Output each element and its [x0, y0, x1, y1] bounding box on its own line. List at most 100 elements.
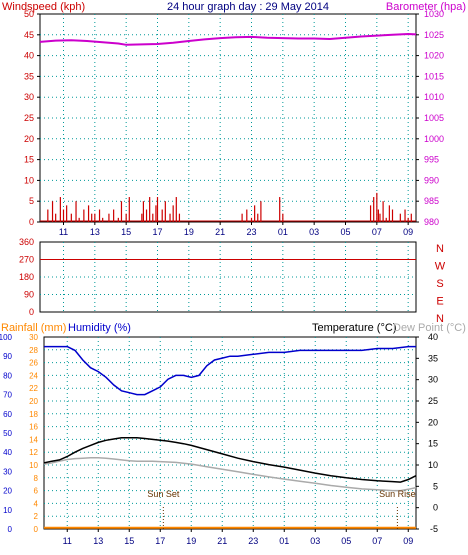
windspeed-tick-label: 0 — [29, 217, 34, 227]
windspeed-bar — [241, 213, 243, 222]
direction-tick-label: 360 — [19, 237, 34, 247]
windspeed-bar — [155, 205, 157, 222]
barometer-tick-label: 1025 — [424, 30, 444, 40]
barometer-tick-label: 995 — [424, 155, 439, 165]
temperature-tick-label: 15 — [428, 439, 438, 449]
x-tick-label: 19 — [184, 227, 194, 237]
windspeed-tick-label: 40 — [24, 51, 34, 61]
windspeed-tick-label: 10 — [24, 175, 34, 185]
humidity-tick-label: 70 — [3, 391, 12, 400]
sun-annotation-label: Sun Set — [147, 489, 180, 499]
rainfall-tick-label: 0 — [34, 525, 39, 534]
humidity-tick-label: 90 — [3, 352, 12, 361]
barometer-tick-label: 1000 — [424, 134, 444, 144]
rainfall-tick-label: 18 — [29, 410, 38, 419]
humidity-tick-label: 30 — [3, 467, 12, 476]
windspeed-bar — [83, 209, 85, 222]
windspeed-bar — [75, 201, 77, 222]
chart-title: 24 hour graph day : 29 May 2014 — [167, 1, 329, 13]
windspeed-bar — [51, 201, 54, 222]
x-tick-label: 05 — [341, 536, 351, 546]
compass-letter: N — [436, 243, 444, 255]
windspeed-bar — [94, 213, 96, 222]
temperature-tick-label: -5 — [430, 524, 438, 534]
temperature-tick-label: 30 — [428, 375, 438, 385]
rainfall-tick-label: 28 — [29, 346, 38, 355]
rainfall-tick-label: 10 — [29, 461, 38, 470]
windspeed-tick-label: 15 — [24, 155, 34, 165]
x-tick-label: 11 — [59, 227, 68, 237]
temperature-tick-label: 0 — [433, 503, 438, 513]
barometer-ticks: 980 985 990 995 1000 1005 1010 1015 1020 1025 1030 — [416, 9, 444, 227]
rainfall-tick-label: 12 — [29, 448, 38, 457]
barometer-tick-label: 1005 — [424, 113, 444, 123]
sun-annotation-label: Sun Rise — [379, 489, 416, 499]
sun-annotations: Sun Set Sun Rise — [147, 489, 416, 529]
windspeed-bar — [257, 213, 259, 222]
x-tick-label: 11 — [63, 536, 72, 546]
x-tick-label: 03 — [309, 227, 319, 237]
x-tick-label: 15 — [121, 227, 131, 237]
windspeed-bar — [399, 213, 401, 222]
humidity-tick-label: 40 — [3, 448, 12, 457]
windspeed-bar — [55, 213, 57, 222]
windspeed-bar — [254, 205, 256, 222]
barometer-tick-label: 980 — [424, 217, 439, 227]
windspeed-bar — [62, 209, 65, 222]
windspeed-bar — [59, 197, 61, 222]
barometer-tick-label: 1030 — [424, 9, 444, 19]
windspeed-bar — [404, 209, 406, 222]
windspeed-bar — [87, 205, 90, 222]
windspeed-bars — [40, 192, 416, 222]
x-tick-label: 13 — [90, 227, 100, 237]
windspeed-bar — [66, 205, 68, 222]
windspeed-bar — [164, 201, 166, 222]
temp-humidity-plot-frame — [43, 336, 417, 530]
barometer-tick-label: 985 — [424, 196, 439, 206]
x-tick-label: 23 — [248, 536, 258, 546]
windspeed-bar — [178, 213, 181, 222]
windspeed-bar — [145, 209, 148, 222]
rainfall-tick-label: 26 — [29, 359, 38, 368]
barometer-axis-label: Barometer (hpa) — [386, 1, 466, 13]
humidity-axis-label: Humidity (%) — [68, 322, 131, 334]
direction-tick-label: 180 — [19, 272, 34, 282]
windspeed-bar — [125, 213, 127, 222]
windspeed-bar — [279, 197, 281, 222]
humidity-tick-label: 0 — [8, 525, 13, 534]
temperature-tick-label: 35 — [428, 353, 438, 363]
windspeed-bar — [149, 197, 151, 222]
windspeed-bar — [91, 213, 93, 222]
temperature-tick-label: 5 — [433, 481, 438, 491]
windspeed-bar — [102, 217, 104, 222]
windspeed-tick-label: 45 — [24, 30, 34, 40]
windspeed-bar — [410, 213, 412, 222]
windspeed-bar — [142, 201, 144, 222]
temperature-line — [43, 436, 417, 483]
barometer-tick-label: 1010 — [424, 92, 444, 102]
windspeed-bar — [172, 205, 174, 222]
windspeed-tick-label: 25 — [24, 113, 34, 123]
dew-point-axis-label: Dew Point (°C) — [393, 322, 466, 334]
humidity-tick-label: 10 — [3, 506, 12, 515]
x-tick-label: 15 — [124, 536, 134, 546]
windspeed-bar — [108, 213, 110, 222]
temperature-axis-label: Temperature (°C) — [312, 322, 396, 334]
compass-letter: N — [436, 313, 444, 325]
x-tick-label: 13 — [93, 536, 103, 546]
x-tick-label: 21 — [215, 227, 225, 237]
windspeed-tick-label: 20 — [24, 134, 34, 144]
windspeed-bar — [373, 197, 375, 222]
windspeed-bar — [120, 201, 123, 222]
windspeed-bar — [128, 197, 130, 222]
windspeed-bar — [377, 209, 379, 222]
barometer-tick-label: 1015 — [424, 71, 444, 81]
x-tick-label: 07 — [372, 536, 382, 546]
x-tick-label: 07 — [372, 227, 382, 237]
windspeed-bar — [385, 217, 387, 222]
humidity-tick-label: 100 — [0, 333, 13, 342]
windspeed-bar — [250, 217, 253, 222]
direction-tick-label: 0 — [29, 307, 34, 317]
